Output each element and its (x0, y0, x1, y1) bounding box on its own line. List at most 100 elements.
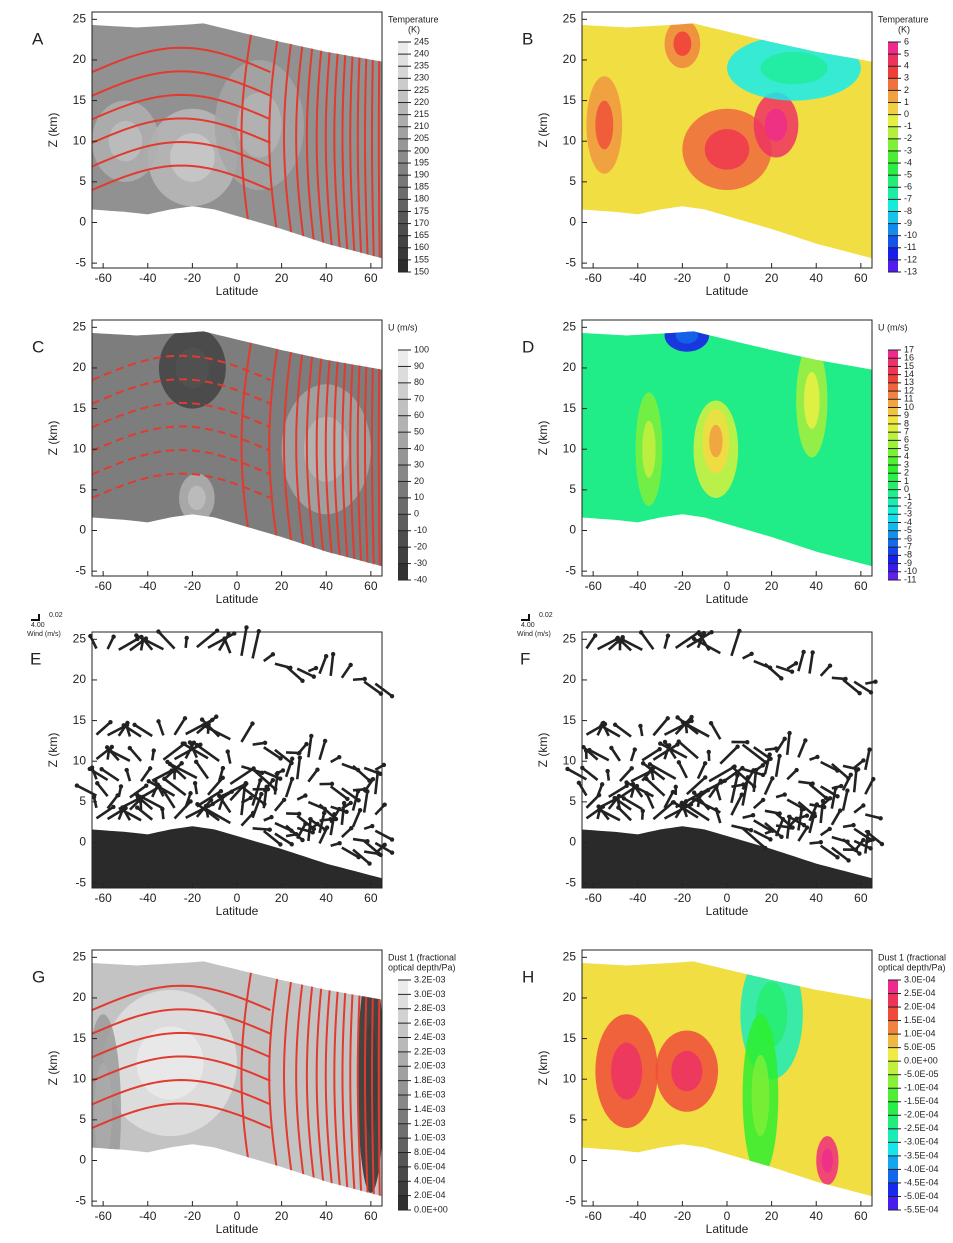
wind-vector-head (612, 722, 618, 727)
wind-vector (677, 761, 689, 779)
wind-vector (599, 809, 621, 822)
wind-vector (819, 664, 831, 677)
colorbar-swatch (888, 1047, 898, 1062)
wind-vector-head (799, 807, 805, 812)
wind-vector-head (119, 807, 125, 813)
contour-line (315, 331, 327, 567)
colorbar-label: 15 (904, 361, 914, 371)
wind-vector (763, 754, 771, 775)
wind-vector (685, 776, 707, 796)
x-tick-label: 0 (724, 271, 731, 285)
colorbar-label: 155 (414, 254, 429, 264)
wind-vector-head (865, 829, 871, 835)
wind-vector (585, 794, 601, 809)
y-tick-label: 10 (73, 441, 87, 455)
wind-vector-head (750, 813, 756, 818)
y-axis-label: Z (km) (46, 733, 60, 768)
wind-vector-head (679, 800, 685, 806)
colorbar-label: 2 (904, 85, 909, 95)
y-tick-label: 15 (563, 93, 577, 107)
wind-vector (273, 798, 286, 812)
colorbar-title: U (m/s) (388, 322, 418, 332)
y-axis-label: Z (km) (536, 113, 550, 148)
x-tick-label: 0 (724, 1209, 731, 1223)
x-tick-label: 60 (364, 271, 378, 285)
y-tick-label: -5 (75, 875, 86, 889)
wind-vector-head (596, 792, 602, 798)
wind-vector-head (195, 802, 200, 807)
y-tick-label: 25 (73, 319, 87, 333)
colorbar-label: 2.4E-03 (414, 1032, 446, 1042)
wind-vector (659, 742, 688, 759)
colorbar-swatch (398, 78, 408, 91)
colorbar-swatch (888, 407, 898, 416)
wind-vector-head (827, 663, 833, 668)
colorbar-swatch (398, 1181, 408, 1196)
wind-vector-head (337, 755, 342, 760)
wind-vector-head (793, 661, 799, 666)
colorbar-swatch (398, 366, 408, 383)
contour-line (324, 23, 335, 259)
colorbar-label: 8.0E-04 (414, 1147, 446, 1157)
colorbar-label: -2 (904, 133, 912, 143)
colorbar-swatch (888, 1034, 898, 1048)
contour-line (92, 117, 271, 144)
wind-vector-head (161, 789, 167, 794)
wind-vector (274, 748, 293, 765)
y-tick-label: 0 (79, 1153, 86, 1167)
contour-line (92, 354, 271, 382)
x-tick-label: 20 (765, 579, 779, 593)
colorbar-swatch (888, 440, 898, 449)
wind-vector (830, 809, 842, 826)
colorbar-swatch (888, 489, 898, 498)
colorbar-label: -2 (904, 500, 912, 510)
colorbar-swatch (398, 54, 408, 67)
wind-vector (585, 634, 597, 650)
colorbar-swatch (398, 223, 408, 236)
wind-vector-head (356, 798, 361, 803)
y-tick-label: 15 (73, 713, 87, 727)
y-tick-label: -5 (565, 255, 576, 269)
wind-vector-head (321, 810, 327, 816)
colorbar-label: 2.6E-03 (414, 1018, 446, 1028)
colorbar-swatch (888, 522, 898, 531)
wind-vector (262, 786, 268, 809)
wind-vector-head (311, 674, 317, 679)
colorbar-label: 17 (904, 344, 914, 354)
wind-vector (785, 816, 791, 839)
wind-vector-head (250, 810, 256, 816)
wind-vector (182, 742, 209, 760)
colorbar-swatch (398, 163, 408, 176)
field-region (675, 331, 698, 344)
panel: -60 -40 -20 0 20 40 60 -5 0 5 10 15 20 25 Latitude Z (k… (32, 11, 439, 298)
colorbar-label: 185 (414, 182, 429, 192)
wind-vector-head (861, 758, 866, 763)
x-tick-label: -20 (674, 891, 692, 905)
colorbar-swatch (888, 481, 898, 490)
colorbar-swatch (888, 399, 898, 408)
x-tick-label: -60 (94, 1209, 112, 1223)
wind-vector-head (322, 738, 328, 744)
colorbar-title: optical depth/Pa) (878, 962, 946, 972)
colorbar-label: -10 (904, 230, 917, 240)
wind-vector-head (740, 765, 745, 771)
colorbar-label: 2.5E-04 (904, 988, 936, 998)
wind-vector-head (250, 721, 255, 726)
wind-vector (693, 637, 721, 655)
y-tick-label: 25 (563, 631, 577, 645)
wind-vector-head (222, 636, 227, 641)
colorbar-label: 1.5E-04 (904, 1015, 936, 1025)
panel: 4.00 0.02 Wind (m/s) -60 -40 -20 0 20 40 60 -5 0 5 10… (517, 612, 885, 918)
y-tick-label: 0 (569, 215, 576, 229)
colorbar-swatch (888, 350, 898, 359)
wind-vector (753, 829, 772, 841)
colorbar-swatch (888, 78, 898, 91)
wind-vector (819, 800, 825, 824)
colorbar-title: (K) (898, 24, 910, 34)
colorbar-label: 210 (414, 121, 429, 131)
wind-vector-head (229, 789, 234, 794)
colorbar-label: -6 (904, 182, 912, 192)
colorbar-swatch (888, 1101, 898, 1116)
x-axis-label: Latitude (216, 1222, 259, 1236)
field-region (803, 372, 820, 429)
